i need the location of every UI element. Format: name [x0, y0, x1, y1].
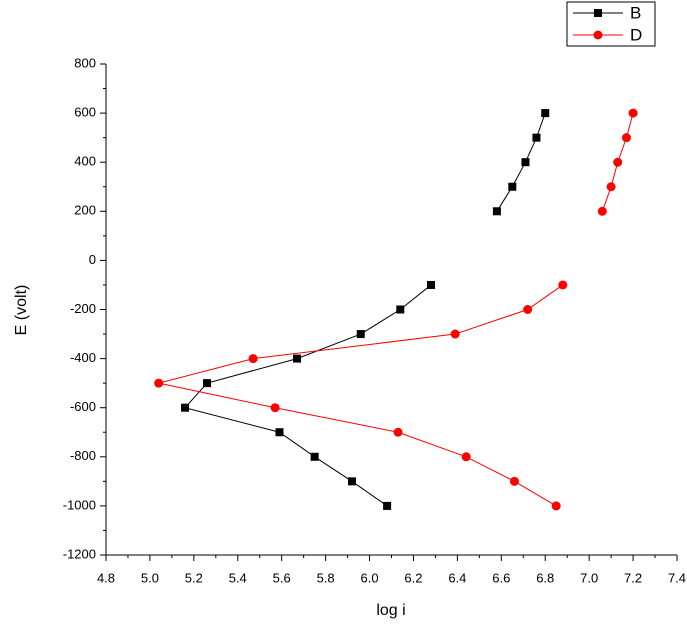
- y-tick-label: -600: [70, 399, 96, 414]
- x-tick-label: 5.6: [273, 570, 291, 585]
- marker: [394, 428, 403, 437]
- x-tick-label: 5.4: [229, 570, 247, 585]
- chart: log i E (volt) 4.8 5.0 5.2 5.4 5.6 5.8 6.0 6.2 6…: [0, 0, 687, 629]
- y-tick-label: -1200: [63, 546, 96, 561]
- marker: [203, 379, 211, 387]
- legend-label: B: [630, 3, 641, 22]
- marker: [508, 183, 516, 191]
- marker: [552, 501, 561, 510]
- marker: [427, 281, 435, 289]
- marker: [348, 477, 356, 485]
- y-tick-label: 200: [74, 203, 96, 218]
- x-tick-label: 6.8: [536, 570, 554, 585]
- x-tick-label: 6.2: [404, 570, 422, 585]
- marker: [607, 182, 616, 191]
- legend-label: D: [630, 25, 642, 44]
- marker: [521, 158, 529, 166]
- y-axis-title: E (volt): [13, 285, 30, 336]
- marker: [154, 379, 163, 388]
- marker: [622, 133, 631, 142]
- marker: [271, 403, 280, 412]
- marker: [249, 354, 258, 363]
- y-tick-label: 0: [89, 252, 96, 267]
- marker: [598, 207, 607, 216]
- marker: [396, 306, 404, 314]
- marker: [462, 452, 471, 461]
- x-tick-label: 5.8: [317, 570, 335, 585]
- marker: [383, 502, 391, 510]
- marker: [493, 207, 501, 215]
- y-tick-label: -400: [70, 350, 96, 365]
- x-tick-label: 6.4: [448, 570, 466, 585]
- marker: [541, 109, 549, 117]
- marker: [451, 330, 460, 339]
- x-tick-label: 6.0: [360, 570, 378, 585]
- y-tick-label: -200: [70, 301, 96, 316]
- marker: [311, 453, 319, 461]
- marker: [275, 428, 283, 436]
- marker: [293, 355, 301, 363]
- x-tick-label: 4.8: [97, 570, 115, 585]
- x-tick-label: 5.0: [141, 570, 159, 585]
- marker: [357, 330, 365, 338]
- marker: [613, 158, 622, 167]
- y-tick-label: -800: [70, 448, 96, 463]
- marker: [510, 477, 519, 486]
- legend-marker: [594, 9, 602, 17]
- marker: [181, 404, 189, 412]
- legend-marker: [594, 31, 603, 40]
- x-tick-label: 7.0: [580, 570, 598, 585]
- series-line: [185, 113, 545, 506]
- series-line: [159, 113, 633, 506]
- x-axis-title: log i: [376, 602, 405, 619]
- marker: [629, 109, 638, 118]
- marker: [532, 134, 540, 142]
- x-tick-label: 6.6: [492, 570, 510, 585]
- y-tick-label: -1000: [63, 497, 96, 512]
- y-tick-label: 400: [74, 154, 96, 169]
- x-tick-label: 5.2: [185, 570, 203, 585]
- x-tick-label: 7.2: [624, 570, 642, 585]
- x-tick-label: 7.4: [668, 570, 686, 585]
- y-tick-label: 600: [74, 105, 96, 120]
- marker: [558, 280, 567, 289]
- y-tick-label: 800: [74, 55, 96, 70]
- marker: [523, 305, 532, 314]
